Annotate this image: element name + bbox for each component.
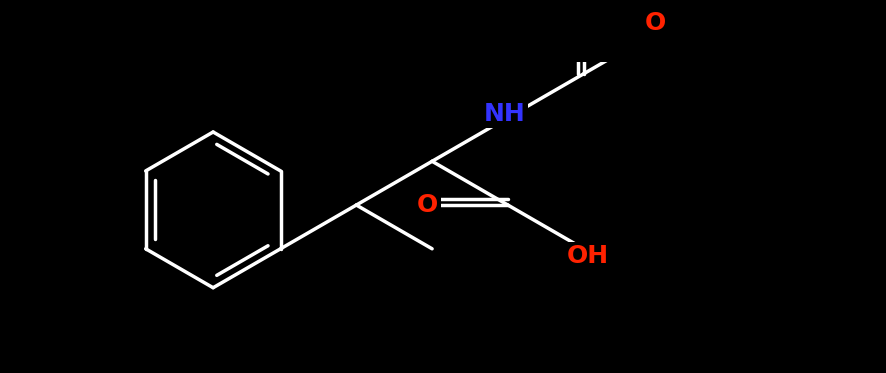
Text: O: O	[577, 0, 598, 4]
Text: NH: NH	[483, 102, 525, 126]
Text: O: O	[417, 193, 439, 217]
Text: O: O	[645, 10, 666, 35]
Text: OH: OH	[566, 244, 609, 268]
